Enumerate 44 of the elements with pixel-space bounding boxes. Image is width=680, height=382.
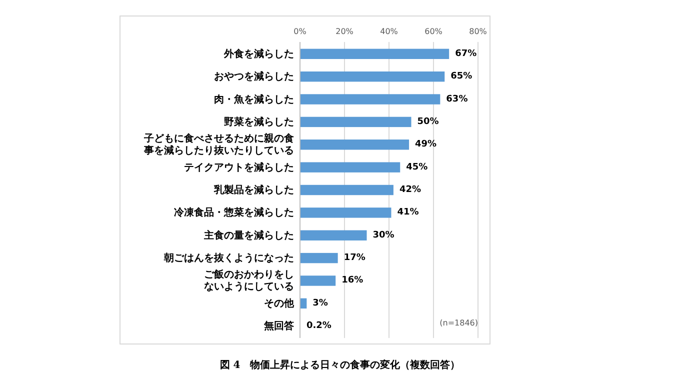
bar [300, 208, 392, 218]
x-tick-label: 0% [294, 27, 307, 36]
bar [300, 162, 400, 172]
y-tick-label: 外食を減らした [223, 47, 294, 60]
y-tick-label: その他 [264, 296, 295, 309]
data-label: 16% [342, 276, 364, 286]
text: 図 4 物価上昇による日々の食事の変化（複数回答） [220, 359, 460, 371]
bar [300, 71, 445, 82]
y-tick-label: 子どもに食べさせるために親の食事を減らしたり抜いたりしている [143, 132, 294, 156]
y-tick-label: 主食の量を減らした [203, 228, 294, 241]
x-tick-label: 20% [336, 27, 354, 36]
data-label: 63% [446, 94, 468, 104]
data-label: 3% [312, 298, 328, 308]
data-label: 45% [406, 162, 428, 172]
y-tick-label: ご飯のおかわりをしないようにしている [204, 268, 294, 292]
data-label: 49% [415, 140, 437, 150]
data-label: 67% [455, 48, 477, 59]
bar [300, 184, 394, 196]
bar [300, 94, 440, 104]
x-tick-label: 60% [424, 27, 443, 36]
bar [300, 116, 412, 128]
x-tick-label: 80% [469, 27, 488, 36]
y-tick-label: 野菜を減らした [224, 115, 294, 128]
data-label: 41% [397, 208, 419, 218]
bar [300, 276, 336, 286]
bar [300, 48, 450, 60]
bar [300, 230, 367, 240]
x-tick-label: 40% [380, 27, 398, 36]
y-tick-label: 肉・魚を減らした [214, 92, 294, 105]
y-tick-label: 無回答 [263, 320, 295, 332]
bar [300, 252, 338, 264]
data-label: 17% [344, 253, 366, 264]
y-tick-label: 乳製品を減らした [213, 184, 294, 196]
y-tick-label: 冷凍食品・惣菜を減らした [174, 206, 294, 218]
data-label: 30% [372, 230, 394, 240]
data-label: 65% [450, 72, 472, 82]
y-tick-label: おやつを減らした [214, 70, 294, 82]
data-label: 50% [417, 116, 439, 127]
data-label: 42% [399, 185, 421, 195]
y-tick-label: テイクアウトを減らした [184, 160, 294, 173]
bar [300, 140, 410, 150]
data-label: 0.2% [306, 321, 332, 332]
y-tick-label: 朝ごはんを抜くようになった [163, 252, 294, 264]
annotation: (n=1846) [440, 318, 478, 328]
